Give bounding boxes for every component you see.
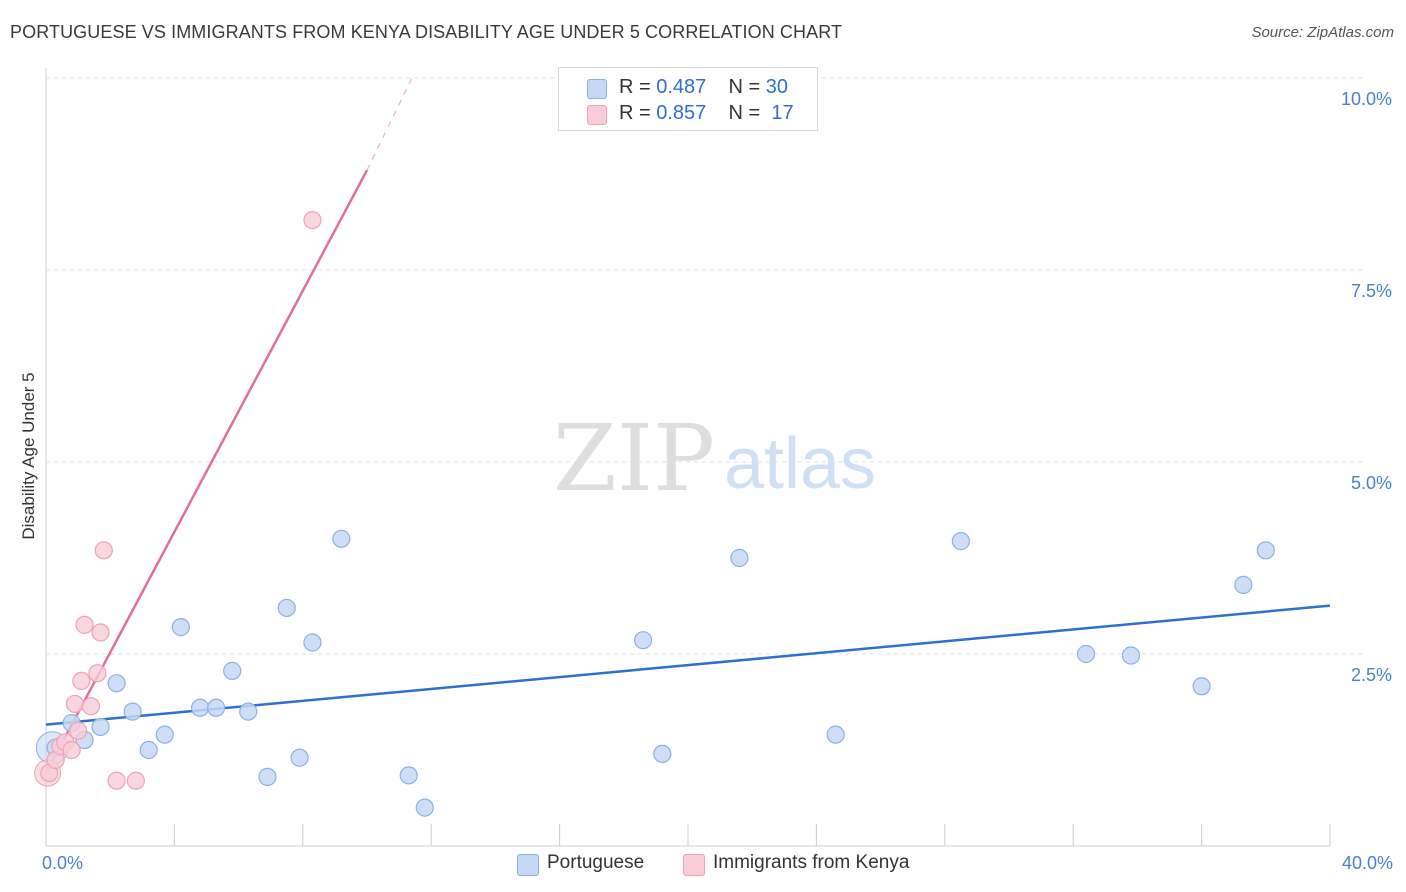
point-kenya bbox=[68, 721, 88, 740]
gridlines bbox=[46, 77, 1366, 655]
bottom-legend-label: Portuguese bbox=[547, 852, 645, 873]
legend-r-label: R = bbox=[619, 76, 651, 98]
point-portuguese bbox=[91, 717, 110, 737]
point-portuguese bbox=[399, 766, 418, 785]
point-portuguese bbox=[730, 548, 749, 568]
source-label: Source: ZipAtlas.com bbox=[1251, 24, 1394, 41]
point-portuguese bbox=[207, 698, 226, 717]
point-portuguese bbox=[139, 740, 158, 760]
watermark: ZIP atlas bbox=[553, 405, 876, 512]
legend: R = 0.487 N = 30 R = 0.857 N = 17 bbox=[558, 67, 818, 131]
point-portuguese bbox=[277, 598, 296, 618]
point-portuguese bbox=[826, 725, 845, 744]
point-kenya bbox=[94, 541, 113, 560]
point-portuguese bbox=[1076, 644, 1096, 664]
y-tick-label: 7.5% bbox=[1351, 281, 1392, 301]
legend-r-value: 0.857 bbox=[656, 102, 707, 124]
point-portuguese bbox=[303, 633, 322, 652]
watermark-atlas: atlas bbox=[724, 424, 876, 504]
y-tick-label: 5.0% bbox=[1351, 473, 1392, 493]
y-axis-label: Disability Age Under 5 bbox=[19, 372, 38, 539]
bottom-legend-label: Immigrants from Kenya bbox=[713, 852, 910, 873]
point-portuguese bbox=[258, 767, 277, 786]
point-kenya bbox=[72, 671, 91, 690]
bottom-legend: Portuguese Immigrants from Kenya bbox=[0, 852, 1406, 878]
bottom-legend-swatch-pink bbox=[683, 854, 705, 876]
point-portuguese bbox=[171, 618, 190, 637]
point-portuguese bbox=[1192, 677, 1211, 696]
x-tick-label: 40.0% bbox=[1342, 853, 1393, 873]
point-portuguese bbox=[1256, 541, 1275, 560]
point-kenya bbox=[88, 664, 107, 683]
point-kenya bbox=[126, 771, 145, 790]
point-kenya bbox=[81, 697, 101, 716]
points bbox=[34, 210, 1275, 817]
point-portuguese bbox=[223, 661, 242, 680]
point-portuguese bbox=[239, 702, 258, 721]
x-tick-label: 0.0% bbox=[42, 853, 83, 873]
trendline-portuguese bbox=[45, 604, 1331, 726]
legend-swatch-pink bbox=[587, 105, 607, 125]
y-tick-label: 2.5% bbox=[1351, 665, 1392, 685]
trendline-kenya bbox=[44, 169, 369, 774]
point-kenya bbox=[62, 740, 81, 760]
watermark-zip: ZIP bbox=[553, 405, 715, 512]
trendline-kenya-extension bbox=[366, 77, 413, 171]
point-kenya bbox=[107, 771, 126, 790]
legend-swatch-blue bbox=[587, 79, 607, 99]
legend-n-value: 17 bbox=[771, 102, 794, 124]
legend-n-value: 30 bbox=[765, 76, 789, 98]
legend-r-label: R = bbox=[619, 102, 651, 124]
point-kenya bbox=[303, 210, 322, 230]
legend-r-value: 0.487 bbox=[656, 76, 707, 98]
point-kenya bbox=[75, 615, 94, 634]
point-portuguese bbox=[1121, 646, 1141, 665]
point-portuguese bbox=[951, 532, 970, 551]
point-kenya bbox=[65, 694, 84, 714]
axes bbox=[45, 68, 1331, 847]
point-portuguese bbox=[107, 674, 126, 693]
y-tick-label: 10.0% bbox=[1341, 89, 1392, 109]
tick-labels: 2.5% 5.0% 7.5% 10.0% 0.0% 40.0% bbox=[42, 89, 1393, 873]
point-portuguese bbox=[332, 529, 351, 548]
point-portuguese bbox=[653, 744, 672, 763]
bottom-legend-swatch-blue bbox=[517, 854, 539, 876]
point-portuguese bbox=[290, 748, 309, 767]
point-portuguese bbox=[633, 631, 653, 650]
point-portuguese bbox=[155, 725, 174, 744]
point-portuguese bbox=[1234, 575, 1253, 594]
point-portuguese bbox=[123, 702, 142, 721]
chart-title: PORTUGUESE VS IMMIGRANTS FROM KENYA DISA… bbox=[10, 22, 843, 42]
legend-n-label: N = bbox=[728, 76, 761, 98]
legend-n-label: N = bbox=[728, 102, 761, 124]
point-portuguese bbox=[190, 698, 210, 717]
point-kenya bbox=[91, 623, 110, 642]
point-portuguese bbox=[415, 798, 434, 817]
